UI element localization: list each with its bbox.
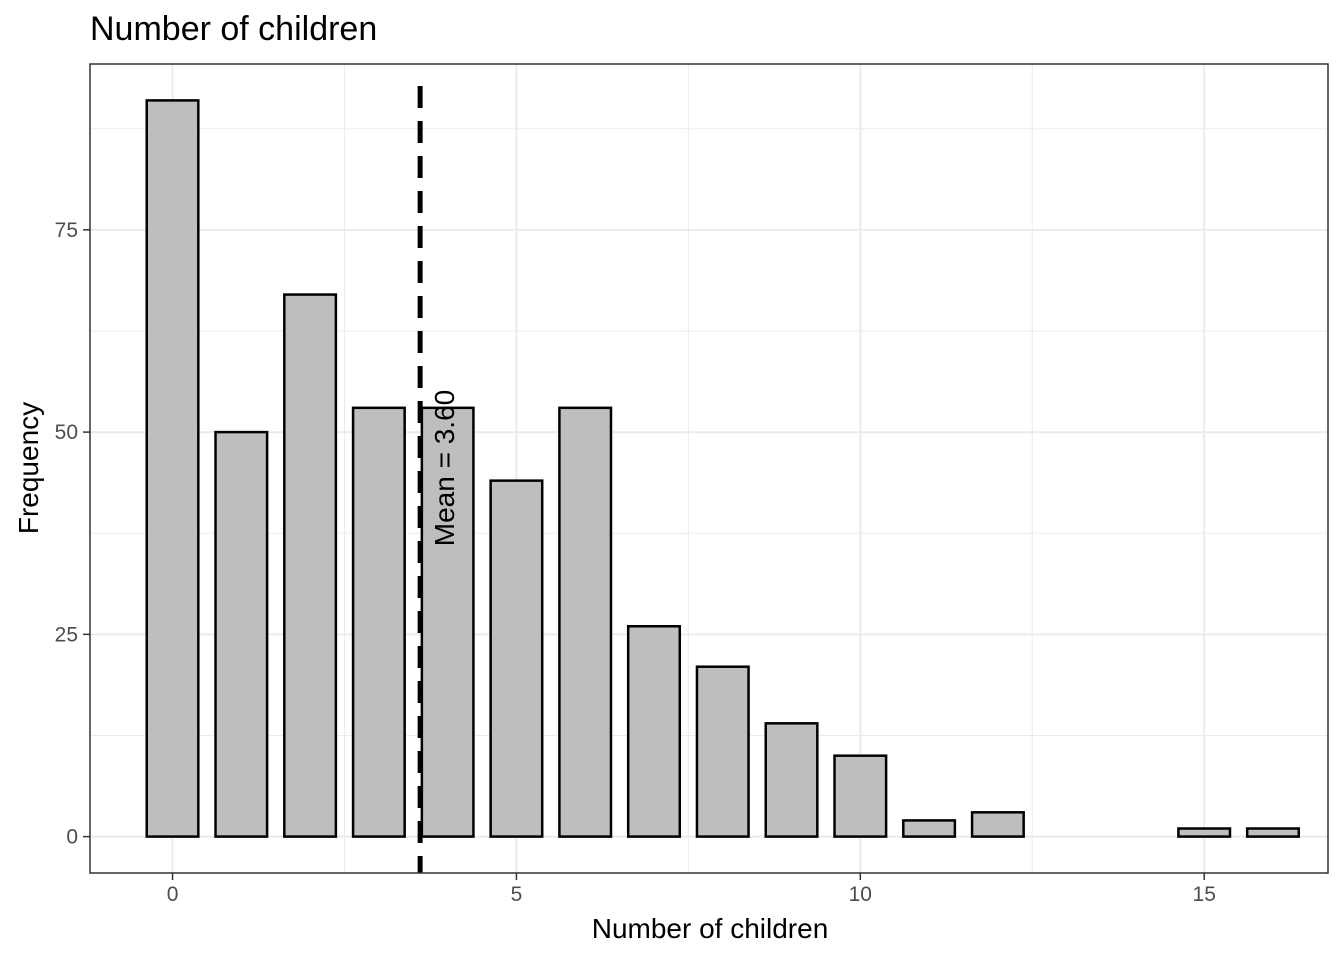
x-tick-label: 0	[167, 883, 179, 906]
x-tick-label: 5	[511, 883, 523, 906]
plot-panel: Mean = 3.60 0 5 10 15 0 25 50 75	[55, 63, 1329, 906]
bar	[351, 406, 406, 838]
x-axis-title: Number of children	[592, 913, 829, 944]
bar	[626, 625, 682, 838]
bar	[970, 811, 1025, 838]
y-tick-label: 25	[55, 623, 78, 646]
bar	[1177, 827, 1232, 838]
y-tick-label: 0	[66, 826, 78, 849]
bar	[489, 479, 544, 838]
bar	[695, 665, 750, 838]
bar	[764, 722, 819, 838]
panel-border	[89, 63, 1329, 874]
bar	[420, 406, 475, 838]
y-axis-title: Frequency	[13, 402, 44, 534]
bar	[145, 99, 200, 838]
bar	[1245, 827, 1301, 838]
bar	[283, 293, 338, 838]
bar	[558, 406, 613, 838]
x-tick-label: 15	[1193, 883, 1216, 906]
mean-label: Mean = 3.60	[429, 390, 460, 546]
y-tick-label: 75	[55, 219, 78, 242]
bar	[214, 430, 269, 838]
bar	[902, 819, 957, 838]
x-tick-label: 10	[849, 883, 872, 906]
y-tick-label: 50	[55, 421, 78, 444]
bar	[833, 754, 888, 838]
chart-title: Number of children	[90, 10, 377, 48]
